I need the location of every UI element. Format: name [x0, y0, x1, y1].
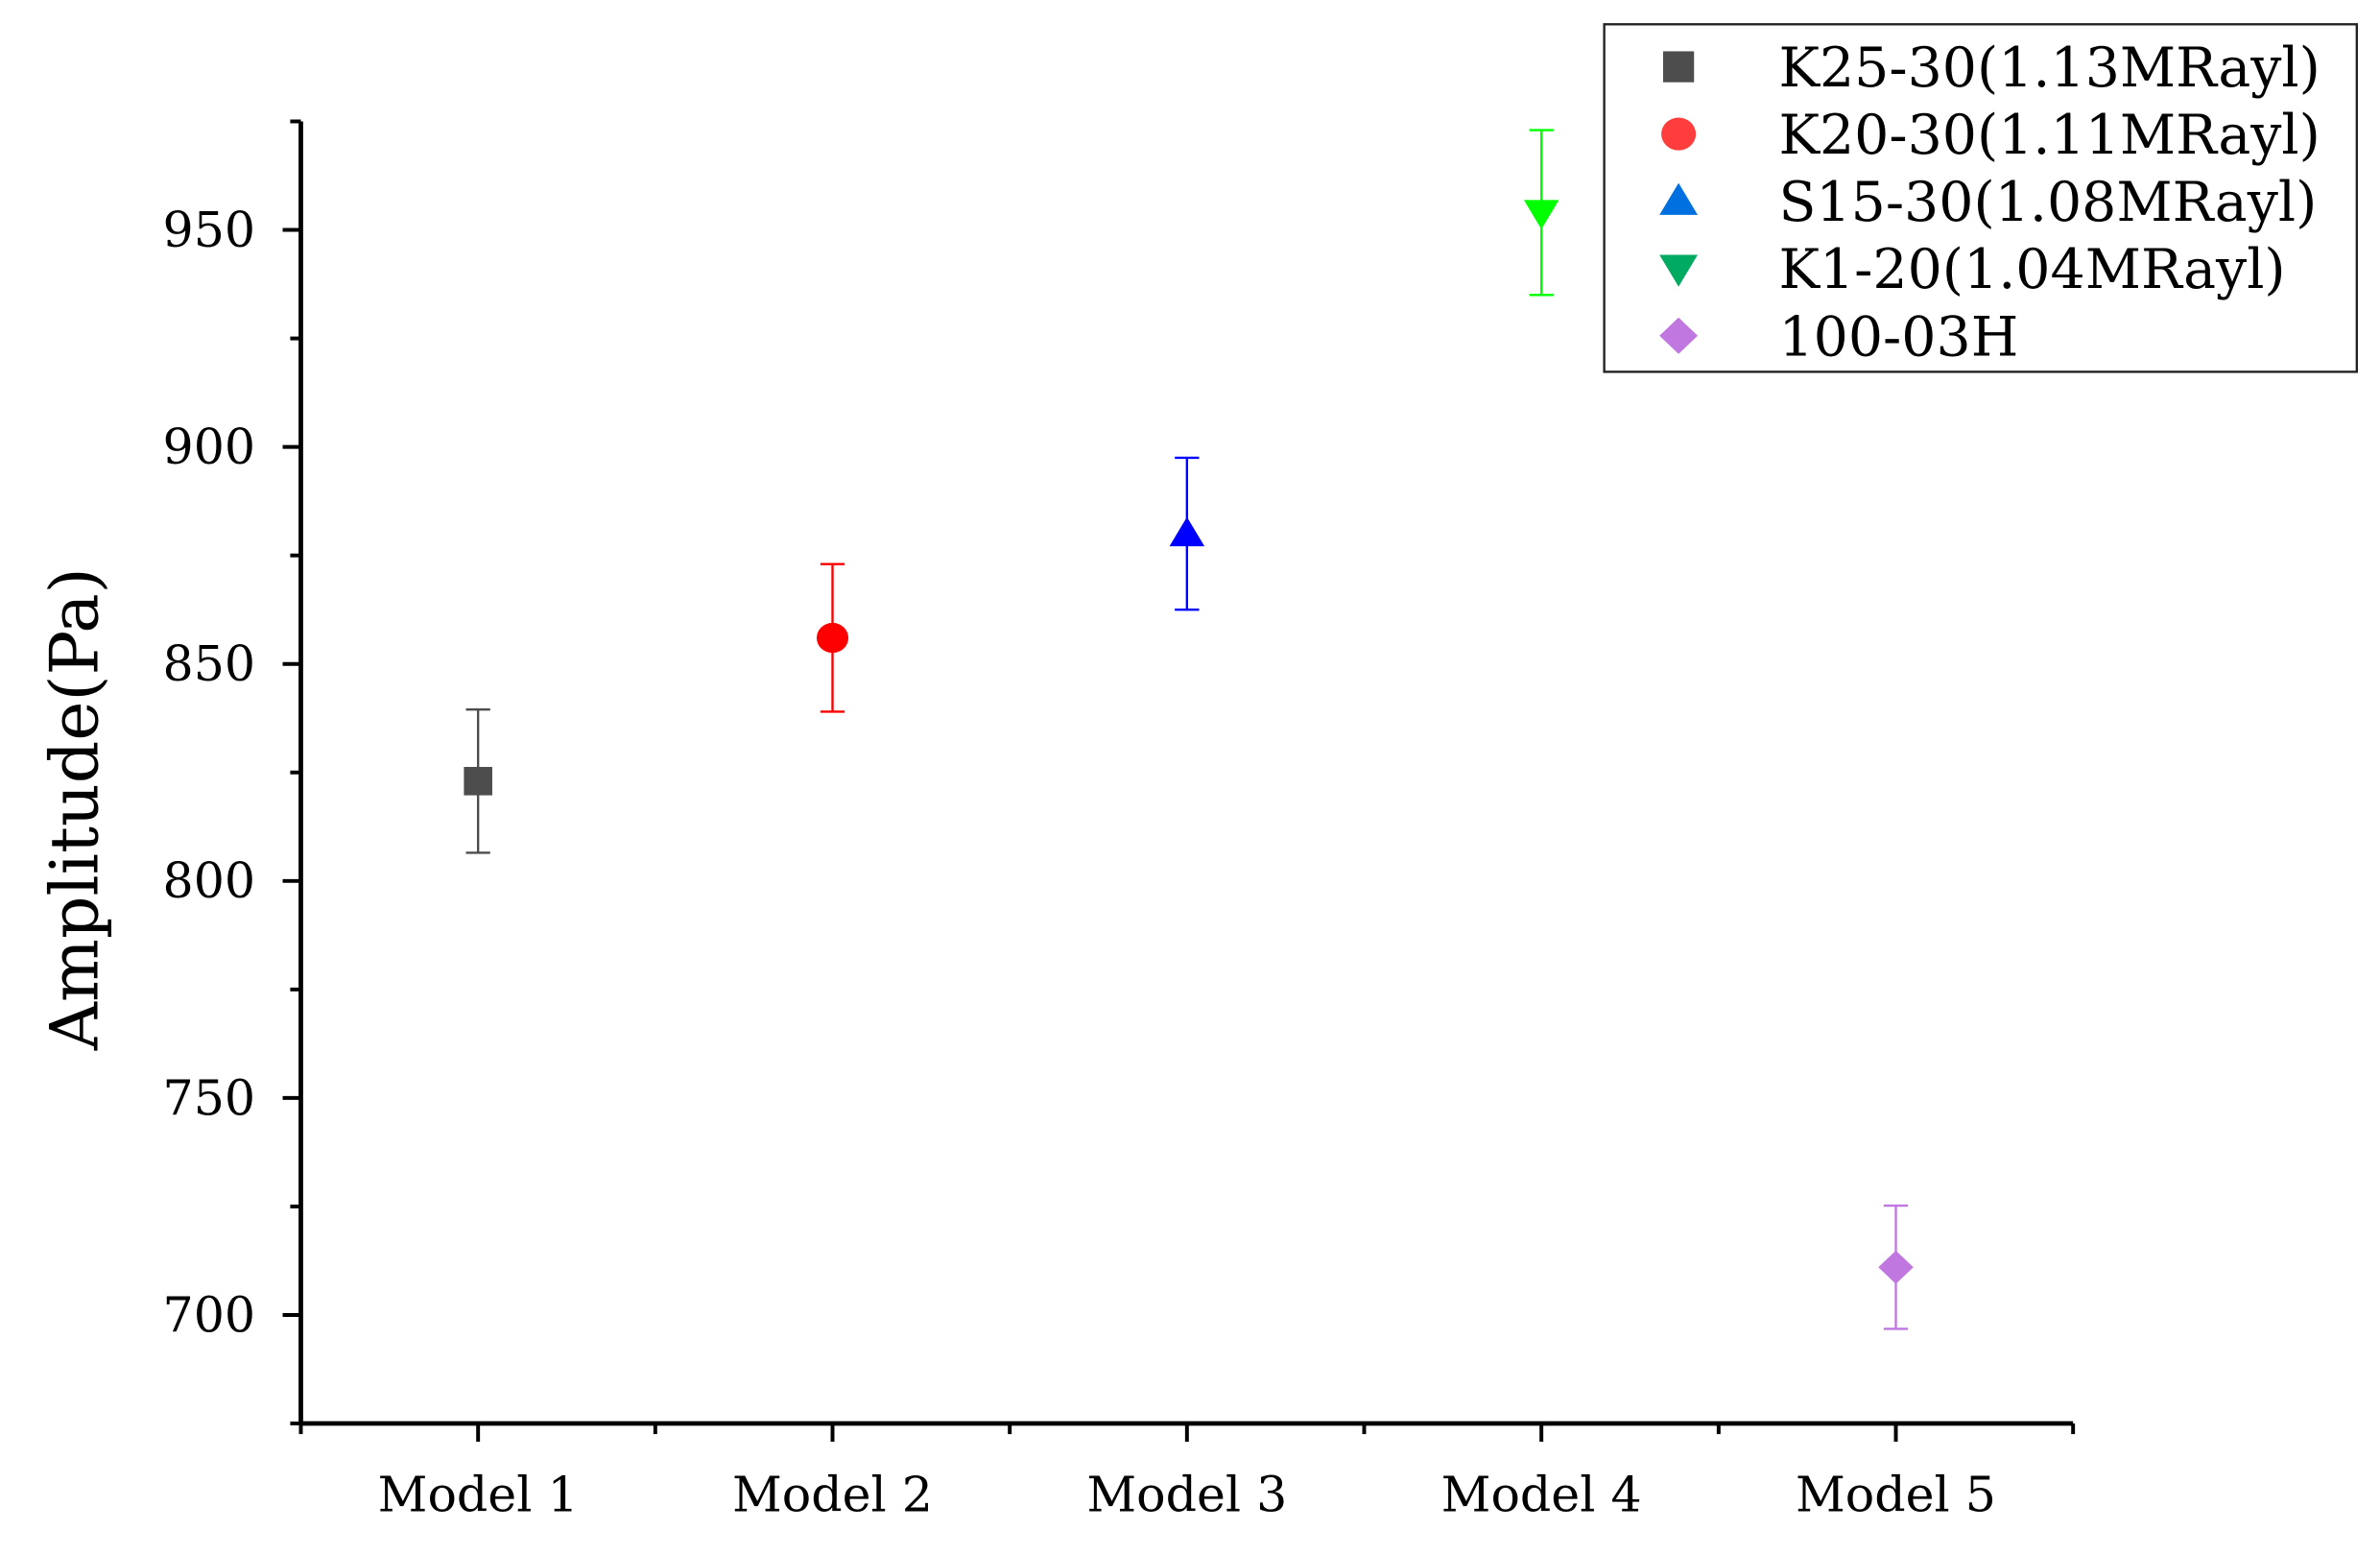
- x-tick-label: Model 2: [732, 1467, 933, 1523]
- data-point-diamond: [1878, 1250, 1914, 1284]
- y-tick-label: 850: [163, 635, 256, 692]
- data-marks: [464, 129, 1914, 1330]
- data-point-square: [464, 767, 492, 796]
- legend-label: 100-03H: [1778, 305, 2018, 369]
- data-point-triangle-up: [1169, 516, 1205, 547]
- legend-label: K20-30(1.11MRayl): [1778, 104, 2320, 167]
- legend-label: S15-30(1.08MRayl): [1778, 171, 2317, 234]
- y-tick-label: 700: [163, 1286, 256, 1343]
- y-axis-label: Amplitude(Pa): [36, 567, 114, 1051]
- y-tick-label: 750: [163, 1069, 256, 1126]
- x-tick-label: Model 1: [378, 1467, 579, 1523]
- y-tick-label: 900: [163, 418, 256, 475]
- legend-marker-diamond: [1659, 317, 1699, 354]
- y-tick-label: 950: [163, 202, 256, 258]
- data-point-circle: [816, 622, 849, 654]
- legend-marker-triangle-up: [1659, 182, 1699, 215]
- legend-box: [1603, 23, 2359, 373]
- x-tick-label: Model 4: [1441, 1467, 1642, 1523]
- legend-marker-square: [1662, 51, 1695, 83]
- legend-label: K1-20(1.04MRayl): [1778, 238, 2285, 301]
- y-tick-label: 800: [163, 852, 256, 909]
- legend-label: K25-30(1.13MRayl): [1778, 36, 2320, 100]
- x-tick-label: Model 3: [1086, 1467, 1287, 1523]
- legend: K25-30(1.13MRayl)K20-30(1.11MRayl)S15-30…: [1603, 23, 2359, 373]
- data-point-triangle-down: [1523, 200, 1559, 229]
- x-tick-label: Model 5: [1796, 1467, 1996, 1523]
- axes: 700 750 800 850 900 950 Model 1 Model 2 Model 3 M…: [163, 119, 2076, 1523]
- legend-marker-circle: [1661, 117, 1697, 151]
- legend-marker-triangle-down: [1659, 254, 1699, 287]
